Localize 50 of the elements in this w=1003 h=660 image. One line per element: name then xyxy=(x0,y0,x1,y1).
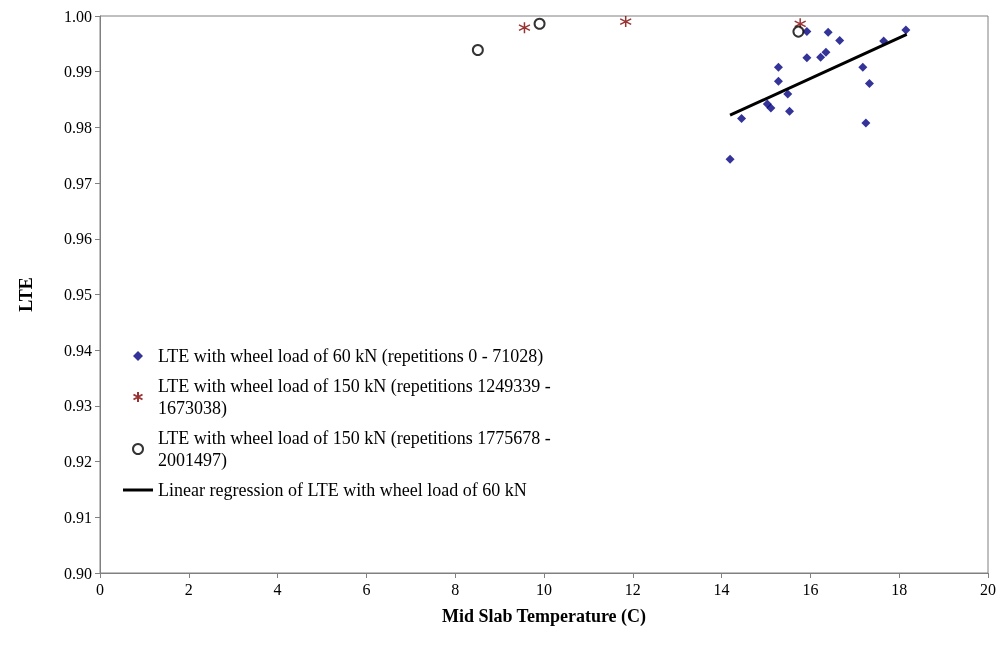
x-tick-label: 12 xyxy=(624,580,641,598)
point xyxy=(816,52,826,62)
point xyxy=(901,25,911,35)
x-tick-label: 20 xyxy=(980,580,996,598)
point xyxy=(792,25,805,38)
point xyxy=(823,27,833,37)
point xyxy=(471,43,484,56)
y-tick-label: 0.99 xyxy=(64,63,92,81)
y-tick-label: 0.91 xyxy=(64,508,92,526)
y-tick-label: 0.94 xyxy=(64,341,92,359)
point xyxy=(861,118,871,128)
legend-label: LTE with wheel load of 150 kN (repetitions 1249339 - 1673038) xyxy=(158,376,556,419)
point xyxy=(766,103,776,113)
point xyxy=(737,113,747,123)
point xyxy=(864,78,874,88)
point xyxy=(802,53,812,63)
y-axis-title: LTE xyxy=(16,277,36,312)
legend-label: LTE with wheel load of 150 kN (repetitions 1775678 - 2001497) xyxy=(158,428,556,471)
point xyxy=(785,106,795,116)
x-tick-label: 10 xyxy=(536,580,552,598)
x-tick-label: 2 xyxy=(184,580,193,598)
point xyxy=(802,27,812,37)
point xyxy=(773,62,783,72)
x-tick-label: 8 xyxy=(451,580,460,598)
y-tick-label: 0.98 xyxy=(64,118,92,136)
legend-label: LTE with wheel load of 60 kN (repetitions 0 - 71028) xyxy=(158,346,544,367)
x-tick-label: 16 xyxy=(802,580,819,598)
x-tick-label: 0 xyxy=(96,580,104,598)
point xyxy=(821,47,831,57)
point xyxy=(858,62,868,72)
x-axis-title: Mid Slab Temperature (C) xyxy=(441,606,647,627)
point xyxy=(783,89,793,99)
y-tick-label: 0.95 xyxy=(64,286,92,303)
x-tick-label: 18 xyxy=(891,580,908,598)
x-tick-label: 14 xyxy=(713,580,730,598)
point xyxy=(725,154,735,164)
x-tick-label: 6 xyxy=(362,580,371,598)
point xyxy=(619,15,632,28)
y-tick-label: 0.92 xyxy=(64,453,92,471)
legend-label: Linear regression of LTE with wheel load of 60 kN xyxy=(158,480,527,500)
point xyxy=(533,17,546,30)
y-tick-label: 0.90 xyxy=(64,564,92,582)
point xyxy=(518,21,531,34)
y-tick-label: 0.93 xyxy=(64,397,92,415)
y-tick-label: 0.96 xyxy=(64,230,92,248)
x-tick-label: 4 xyxy=(273,580,282,598)
y-tick-label: 1.00 xyxy=(64,7,92,25)
point xyxy=(835,36,845,46)
y-tick-label: 0.97 xyxy=(64,174,92,192)
point xyxy=(773,76,783,86)
